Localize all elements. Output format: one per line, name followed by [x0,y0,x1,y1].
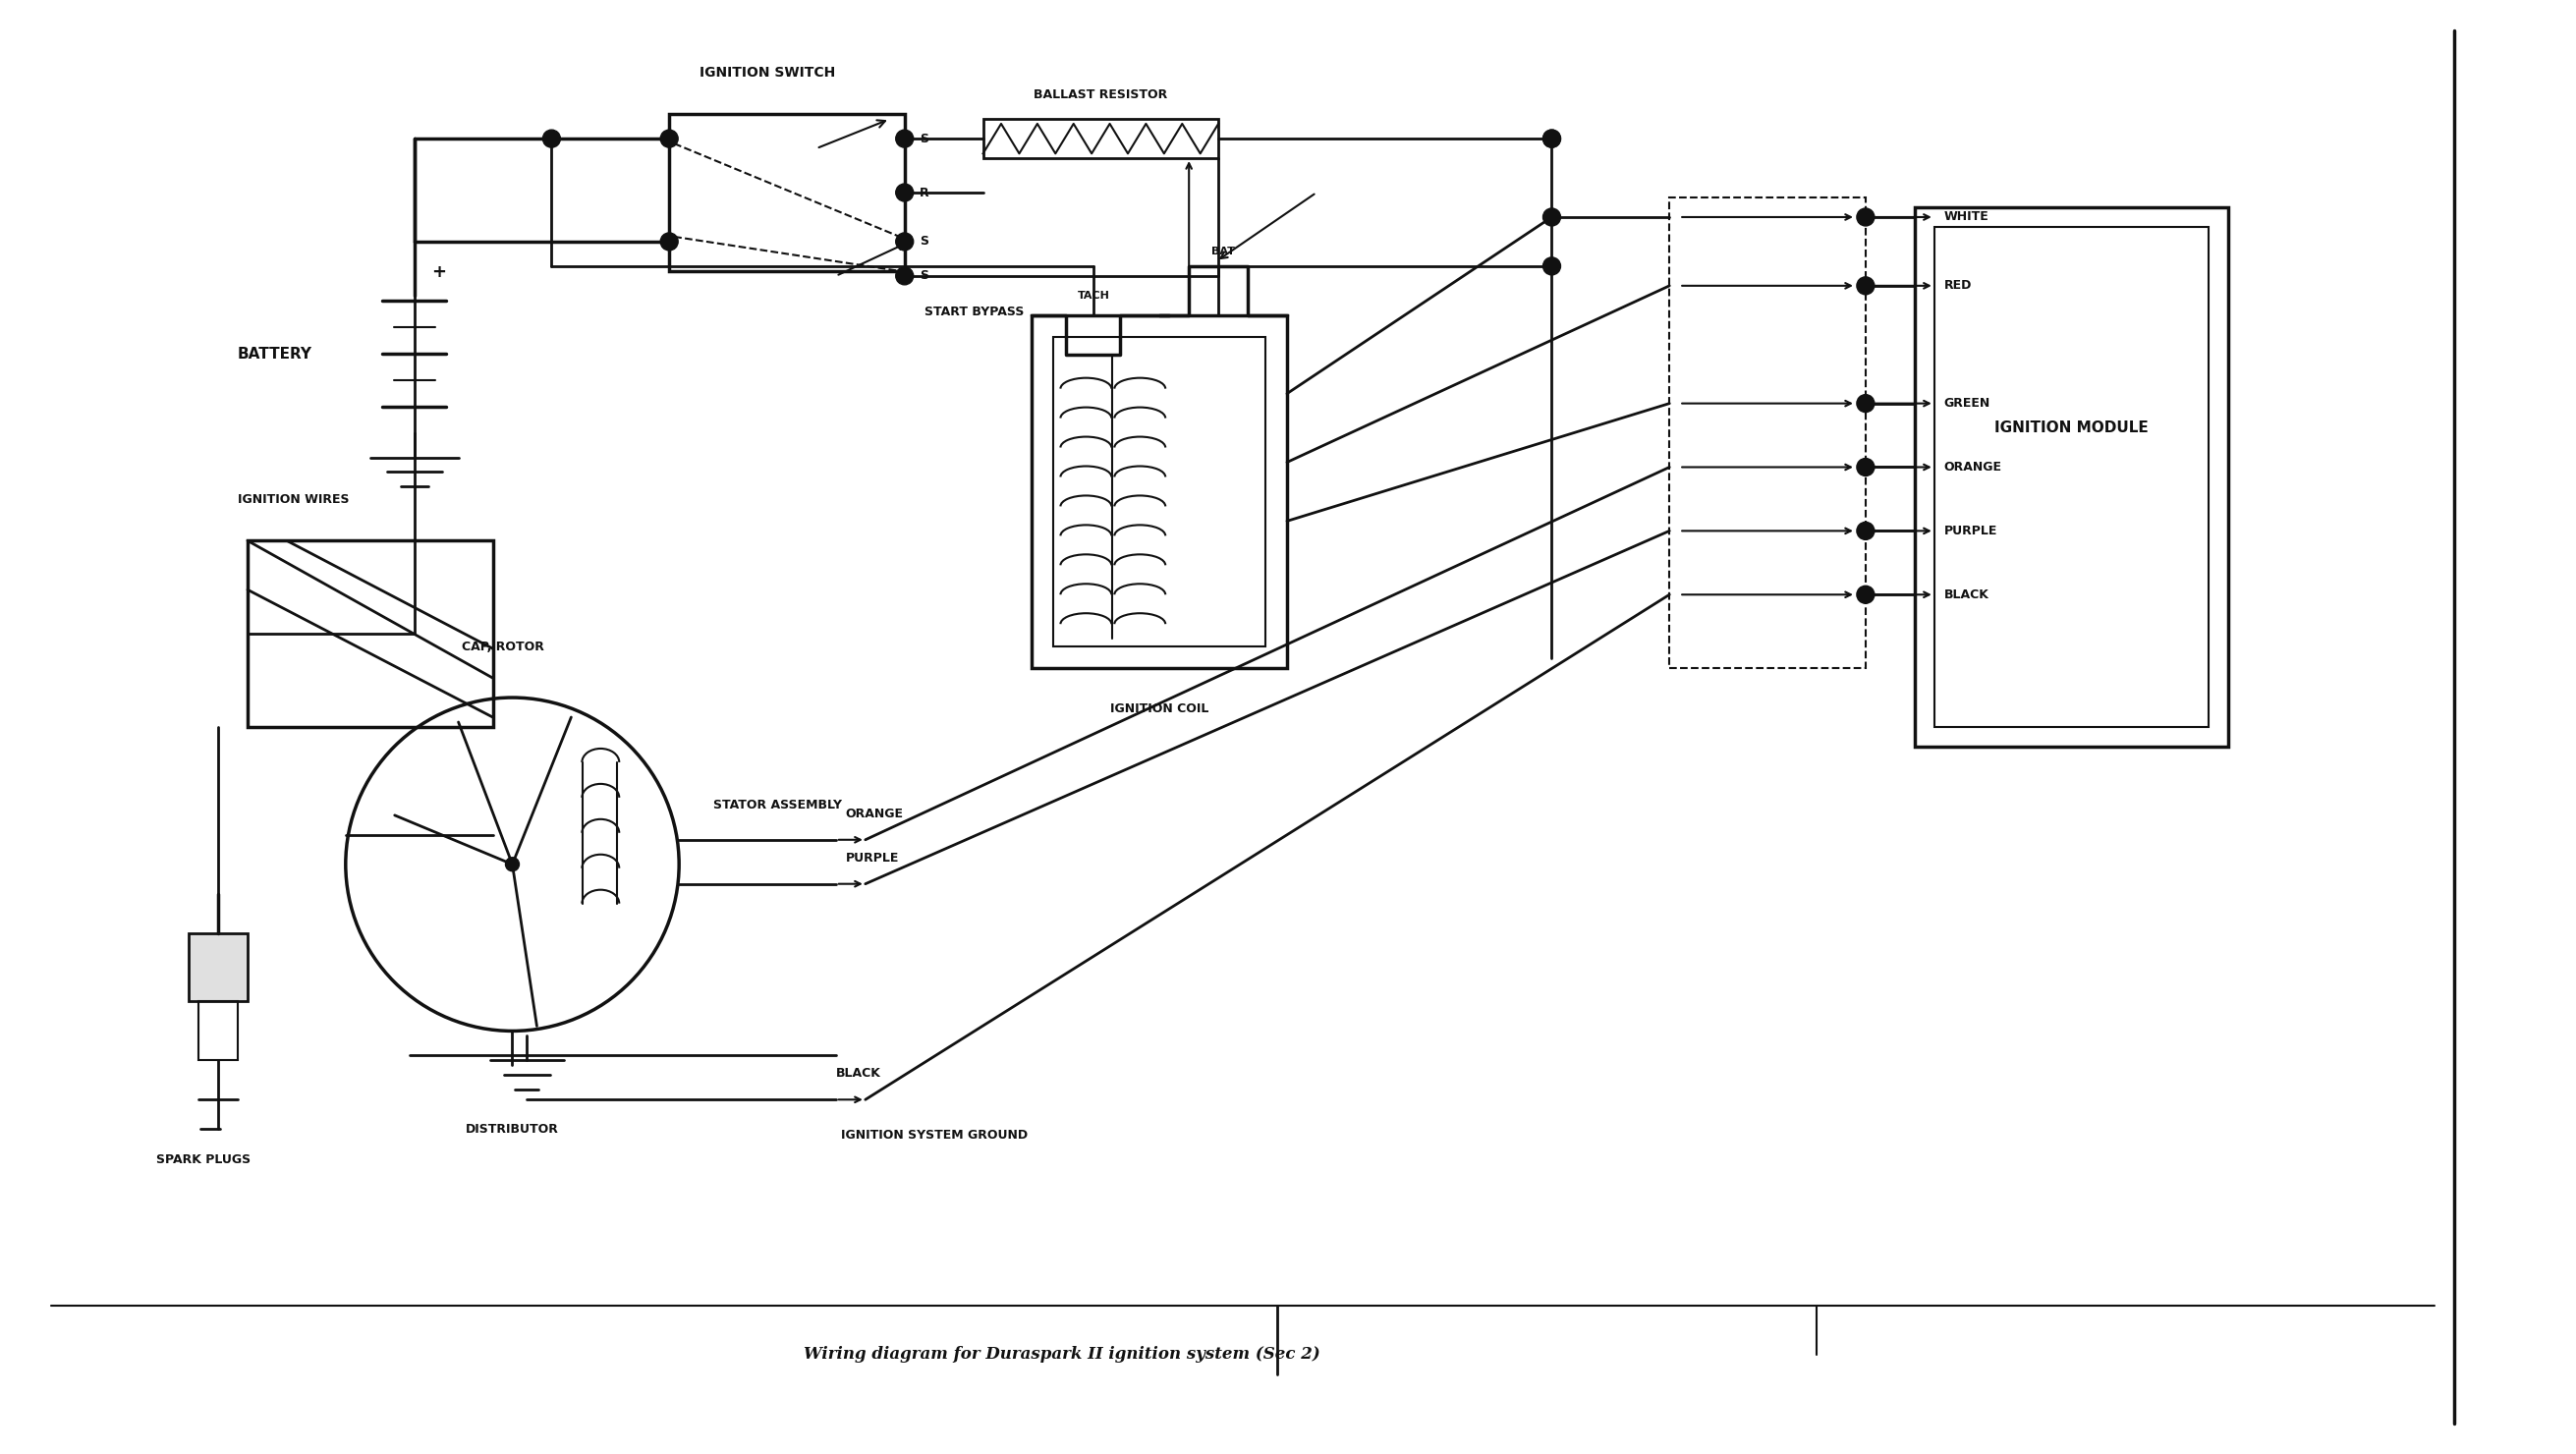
Text: BAT: BAT [1211,247,1234,256]
Text: BLACK: BLACK [837,1067,881,1080]
Circle shape [1857,522,1875,539]
Text: GREEN: GREEN [1945,397,1991,410]
Text: S: S [920,269,927,282]
Bar [1033,316,1288,669]
Circle shape [1543,208,1561,225]
Text: SPARK PLUGS: SPARK PLUGS [157,1153,250,1166]
Text: Wiring diagram for Duraspark II ignition system (Sec 2): Wiring diagram for Duraspark II ignition… [804,1346,1319,1362]
Bar [984,119,1218,158]
Text: S: S [920,236,927,249]
Text: +: + [430,263,446,281]
Text: R: R [920,186,930,199]
Circle shape [659,129,677,147]
Text: STATOR ASSEMBLY: STATOR ASSEMBLY [714,800,842,811]
Text: BATTERY: BATTERY [237,348,312,362]
Text: START BYPASS: START BYPASS [925,305,1023,318]
Circle shape [1543,257,1561,275]
Text: RED: RED [1945,279,1971,292]
Bar [188,933,247,1002]
Circle shape [896,129,914,147]
Bar [1935,227,2208,727]
Circle shape [896,183,914,202]
Bar [1669,198,1865,669]
Circle shape [1543,129,1561,147]
Bar [198,1002,237,1060]
Text: PURPLE: PURPLE [1945,525,1996,538]
Text: ORANGE: ORANGE [845,807,904,820]
Bar [247,541,492,727]
Circle shape [505,858,520,871]
Text: WHITE: WHITE [1945,211,1989,224]
Circle shape [1857,586,1875,603]
Circle shape [659,233,677,250]
Text: TACH: TACH [1077,291,1110,301]
Text: IGNITION MODULE: IGNITION MODULE [1994,420,2148,435]
Text: S: S [920,132,927,145]
Circle shape [1857,458,1875,475]
Text: BALLAST RESISTOR: BALLAST RESISTOR [1033,89,1167,102]
Text: IGNITION WIRES: IGNITION WIRES [237,493,350,506]
Circle shape [1543,129,1561,147]
Circle shape [896,233,914,250]
Text: PURPLE: PURPLE [845,852,899,864]
Circle shape [1857,394,1875,413]
Text: ORANGE: ORANGE [1945,461,2002,474]
Text: BLACK: BLACK [1945,589,1989,601]
Text: DISTRIBUTOR: DISTRIBUTOR [466,1122,559,1136]
Bar [670,113,904,270]
Circle shape [1857,208,1875,225]
Circle shape [1857,276,1875,295]
Circle shape [896,268,914,285]
Bar [1054,337,1265,647]
Bar [1914,208,2228,746]
Text: CAP, ROTOR: CAP, ROTOR [461,641,544,653]
Text: IGNITION SWITCH: IGNITION SWITCH [698,65,835,80]
Text: IGNITION SYSTEM GROUND: IGNITION SYSTEM GROUND [840,1130,1028,1141]
Circle shape [544,129,562,147]
Text: IGNITION COIL: IGNITION COIL [1110,702,1208,715]
